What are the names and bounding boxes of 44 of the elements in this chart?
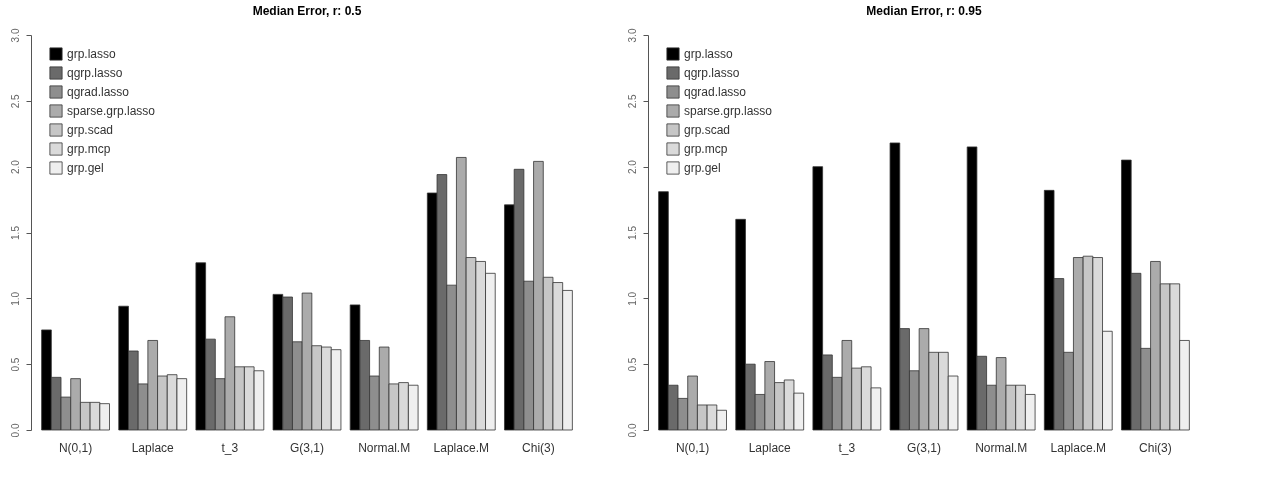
- legend-label: grp.scad: [684, 123, 731, 137]
- x-tick-label: Chi(3): [1139, 440, 1172, 455]
- legend-label: qgrad.lasso: [67, 85, 130, 99]
- x-tick-label: Laplace.M: [433, 440, 489, 455]
- y-tick-label: 0.0: [626, 423, 638, 438]
- y-tick-label: 2.0: [9, 159, 21, 175]
- legend-label: grp.mcp: [684, 142, 728, 156]
- y-tick-label: 1.0: [9, 291, 21, 306]
- y-tick-label: 1.5: [626, 225, 638, 240]
- x-tick-label: G(3,1): [906, 440, 942, 455]
- x-tick-label: Normal.M: [358, 440, 411, 455]
- x-tick-label: t_3: [221, 440, 239, 455]
- legend-label: grp.lasso: [684, 47, 734, 61]
- y-tick-label: 2.5: [9, 93, 21, 109]
- x-tick-label: Normal.M: [975, 440, 1028, 455]
- legend-label: grp.gel: [67, 161, 104, 175]
- legend-label: grp.gel: [684, 161, 721, 175]
- x-tick-label: N(0,1): [58, 440, 93, 455]
- legend-label: qgrad.lasso: [684, 85, 747, 99]
- legend-label: sparse.grp.lasso: [67, 104, 156, 118]
- x-tick-label: Laplace.M: [1050, 440, 1106, 455]
- legend-label: qgrp.lasso: [684, 66, 740, 80]
- x-tick-label: Chi(3): [522, 440, 555, 455]
- y-tick-label: 0.0: [9, 423, 21, 438]
- legend-label: grp.scad: [67, 123, 114, 137]
- x-tick-label: Laplace: [131, 440, 175, 455]
- chart-title: Median Error, r: 0.5: [252, 4, 362, 19]
- x-tick-label: N(0,1): [675, 440, 710, 455]
- y-tick-label: 2.0: [626, 159, 638, 175]
- legend-label: grp.lasso: [67, 47, 117, 61]
- x-tick-label: t_3: [838, 440, 856, 455]
- legend-label: qgrp.lasso: [67, 66, 123, 80]
- y-tick-label: 3.0: [9, 28, 21, 43]
- legend-label: sparse.grp.lasso: [684, 104, 773, 118]
- y-tick-label: 2.5: [626, 93, 638, 109]
- y-tick-label: 0.5: [9, 357, 21, 372]
- x-tick-label: Laplace: [748, 440, 792, 455]
- y-tick-label: 1.0: [626, 291, 638, 306]
- legend-label: grp.mcp: [67, 142, 111, 156]
- x-tick-label: G(3,1): [289, 440, 325, 455]
- y-tick-label: 0.5: [626, 357, 638, 372]
- y-tick-label: 1.5: [9, 225, 21, 240]
- y-tick-label: 3.0: [626, 28, 638, 43]
- chart-title: Median Error, r: 0.95: [866, 4, 983, 19]
